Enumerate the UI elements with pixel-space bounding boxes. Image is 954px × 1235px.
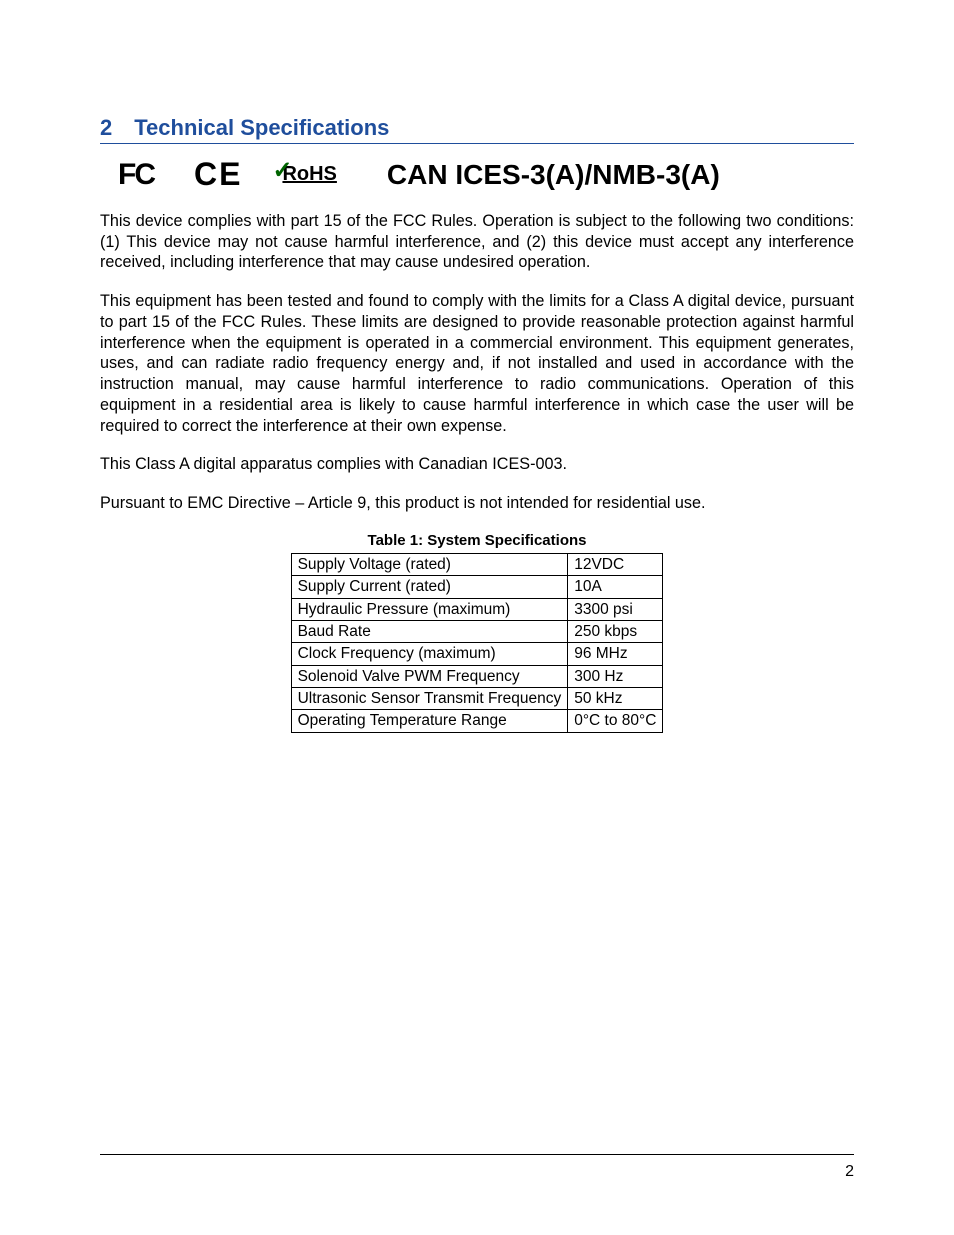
spec-value: 12VDC xyxy=(568,553,663,575)
spec-label: Solenoid Valve PWM Frequency xyxy=(291,665,568,687)
section-number: 2 xyxy=(100,115,112,140)
canadian-compliance-paragraph: This Class A digital apparatus complies … xyxy=(100,454,854,475)
spec-value: 50 kHz xyxy=(568,688,663,710)
table-row: Baud Rate 250 kbps xyxy=(291,620,663,642)
footer-rule xyxy=(100,1154,854,1155)
table-row: Hydraulic Pressure (maximum) 3300 psi xyxy=(291,598,663,620)
table-row: Supply Voltage (rated) 12VDC xyxy=(291,553,663,575)
spec-label: Supply Current (rated) xyxy=(291,576,568,598)
table-row: Operating Temperature Range 0°C to 80°C xyxy=(291,710,663,732)
spec-value: 3300 psi xyxy=(568,598,663,620)
page-number: 2 xyxy=(845,1163,854,1181)
spec-label: Ultrasonic Sensor Transmit Frequency xyxy=(291,688,568,710)
table-row: Ultrasonic Sensor Transmit Frequency 50 … xyxy=(291,688,663,710)
fcc-compliance-paragraph: This device complies with part 15 of the… xyxy=(100,211,854,273)
table-row: Supply Current (rated) 10A xyxy=(291,576,663,598)
compliance-logos-row: FC CE ✓ RoHS CAN ICES-3(A)/NMB-3(A) xyxy=(118,156,836,193)
spec-label: Clock Frequency (maximum) xyxy=(291,643,568,665)
spec-value: 10A xyxy=(568,576,663,598)
spec-value: 300 Hz xyxy=(568,665,663,687)
rohs-logo-icon: ✓ RoHS xyxy=(282,163,336,186)
section-heading-text: 2 Technical Specifications xyxy=(100,115,389,140)
emc-directive-paragraph: Pursuant to EMC Directive – Article 9, t… xyxy=(100,493,854,514)
class-a-device-paragraph: This equipment has been tested and found… xyxy=(100,291,854,436)
ce-logo-icon: CE xyxy=(194,156,242,193)
checkmark-icon: ✓ xyxy=(272,156,292,185)
spec-label: Supply Voltage (rated) xyxy=(291,553,568,575)
table-row: Clock Frequency (maximum) 96 MHz xyxy=(291,643,663,665)
spec-value: 96 MHz xyxy=(568,643,663,665)
fcc-logo-icon: FC xyxy=(118,158,154,192)
spec-value: 250 kbps xyxy=(568,620,663,642)
section-heading: 2 Technical Specifications xyxy=(100,115,854,144)
spec-value: 0°C to 80°C xyxy=(568,710,663,732)
table-row: Solenoid Valve PWM Frequency 300 Hz xyxy=(291,665,663,687)
can-ices-text: CAN ICES-3(A)/NMB-3(A) xyxy=(387,159,720,191)
table-caption: Table 1: System Specifications xyxy=(100,532,854,549)
spec-label: Baud Rate xyxy=(291,620,568,642)
section-title: Technical Specifications xyxy=(134,115,389,140)
spec-label: Operating Temperature Range xyxy=(291,710,568,732)
spec-label: Hydraulic Pressure (maximum) xyxy=(291,598,568,620)
system-specifications-table: Supply Voltage (rated) 12VDC Supply Curr… xyxy=(291,553,664,733)
